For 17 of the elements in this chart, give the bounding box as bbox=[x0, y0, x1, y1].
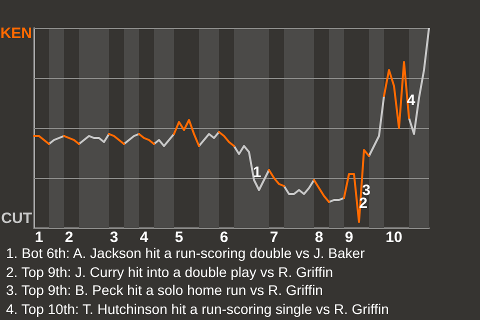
text: 1. Bot 6th: A. Jackson hit a run-scoring double vs J. Baker bbox=[6, 245, 365, 261]
annotation: 1 bbox=[252, 164, 262, 182]
x-tick-label: 5 bbox=[174, 229, 184, 246]
x-tick-label: 10 bbox=[386, 229, 402, 246]
x-tick-label: 1 bbox=[34, 229, 44, 246]
x-tick-label: 7 bbox=[270, 229, 278, 246]
text: 3. Top 9th: B. Peck hit a solo home run vs R. Griffin bbox=[6, 281, 324, 300]
x-tick-label: 6 bbox=[220, 229, 228, 246]
text: 2. Top 9th: J. Curry hit into a double play vs R. Griffin bbox=[6, 262, 334, 281]
x-tick-label: 9 bbox=[344, 229, 354, 246]
x-tick-label: 8 bbox=[314, 229, 324, 246]
x-tick-label: 4 bbox=[140, 229, 149, 246]
text: CUT bbox=[1, 210, 32, 228]
x-tick-label: 3 bbox=[110, 229, 118, 246]
text: KEN bbox=[0, 25, 32, 42]
text: 4. Top 10th: T. Hutchinson hit a run-scoring single vs R. Griffin bbox=[6, 300, 389, 318]
x-tick-label: 2 bbox=[64, 229, 74, 246]
